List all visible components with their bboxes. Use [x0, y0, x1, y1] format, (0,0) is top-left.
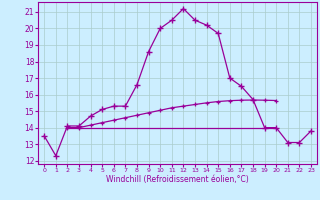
X-axis label: Windchill (Refroidissement éolien,°C): Windchill (Refroidissement éolien,°C): [106, 175, 249, 184]
